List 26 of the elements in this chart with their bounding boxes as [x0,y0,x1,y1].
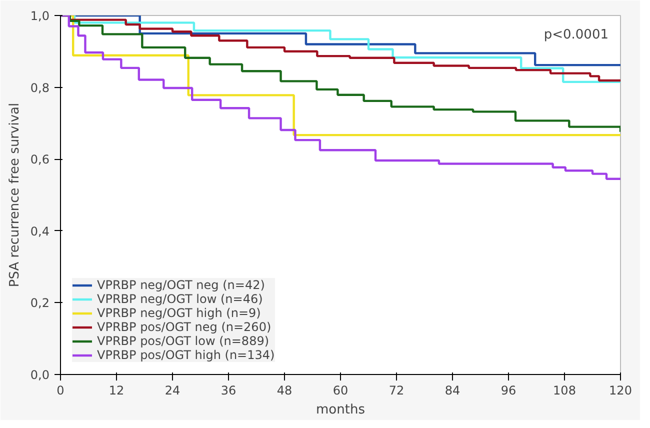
y-tick-label: 1,0 [30,9,50,23]
x-tick-label: 24 [164,384,180,398]
x-tick-label: 48 [276,384,292,398]
x-tick-label: 60 [332,384,348,398]
x-axis-title: months [316,402,366,418]
x-tick-label: 0 [56,384,64,398]
x-tick-label: 36 [220,384,236,398]
x-tick-label: 108 [553,384,576,398]
y-tick-label: 0,0 [30,368,50,382]
x-tick-label: 96 [500,384,516,398]
y-tick-label: 0,2 [30,296,50,310]
legend-label: VPRBP neg/OGT low (n=46) [97,292,263,306]
annotation: p<0.0001 [544,28,609,42]
legend-label: VPRBP pos/OGT low (n=889) [97,334,270,348]
y-tick-label: 0,6 [30,152,50,167]
legend-label: VPRBP pos/OGT neg (n=260) [97,320,272,334]
legend-label: VPRBP neg/OGT high (n=9) [97,306,261,320]
x-tick-label: 72 [388,384,404,398]
legend-label: VPRBP neg/OGT neg (n=42) [97,278,265,292]
legend-label: VPRBP pos/OGT high (n=134) [97,348,275,362]
y-tick-label: 0,8 [30,80,50,95]
y-axis-title: PSA recurrence free survival [7,102,22,288]
x-tick-label: 12 [108,384,124,398]
x-tick-label: 84 [444,384,460,398]
y-tick-label: 0,4 [30,224,50,238]
x-tick-label: 120 [609,384,632,398]
